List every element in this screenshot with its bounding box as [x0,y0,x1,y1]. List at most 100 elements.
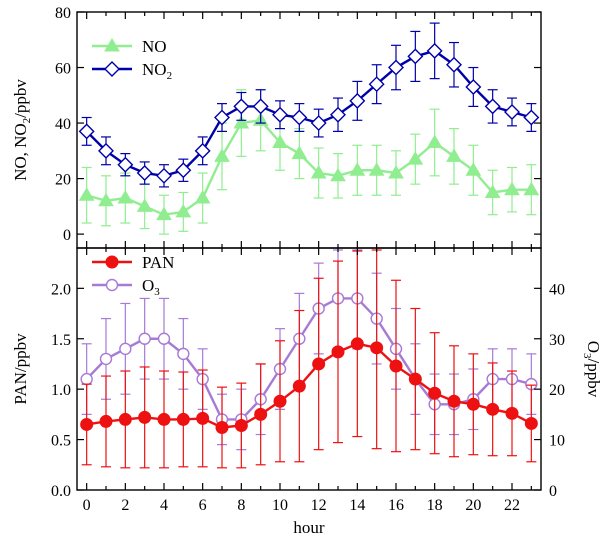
pan-point [312,357,326,371]
series-pan [80,249,538,469]
no-point [368,162,385,176]
no2-point [175,162,192,179]
o3-point [99,352,113,366]
bottom-y-axis-title: PAN/ppbv [11,333,30,405]
x-tick-label: 14 [349,497,365,514]
o3-point [80,372,93,386]
top-legend: NO NO2 [92,37,172,82]
legend-swatch-marker [104,61,120,77]
x-tick-label: 16 [388,497,404,514]
top-y-tick-label: 40 [55,116,71,133]
bottom-y-right-tick-label: 40 [549,281,565,298]
no-point [233,115,250,129]
legend-swatch-marker [105,278,119,292]
no-point [98,192,114,207]
o3-point [157,332,171,345]
legend-swatch-marker [105,255,119,269]
no2-point [214,109,230,126]
no2-point [310,115,327,132]
top-y-tick-label: 20 [55,172,71,189]
no2-point [252,98,269,115]
no2-point [407,48,424,65]
pan-point [331,345,345,359]
no-point [117,190,134,204]
bottom-y-axis-left: 0.0 0.5 1.0 1.5 2.0 [51,281,84,500]
no2-point [136,165,153,182]
pan-point [234,418,248,432]
pan-point [466,397,480,411]
pan-point [157,412,171,426]
bottom-y-tick-label: 0.0 [51,483,71,500]
no-point [78,187,95,201]
no2-point [504,103,520,120]
no2-point [156,167,172,184]
no2-point [117,156,134,173]
legend-label: O3 [142,276,160,298]
top-y-tick-label: 80 [55,5,71,22]
bottom-y-right-tick-label: 0 [549,483,557,500]
x-tick-label: 0 [83,497,91,514]
no-point [291,145,308,160]
no-point [523,181,540,196]
no-line [86,119,532,216]
no2-point [272,106,288,123]
no-point [446,148,462,162]
no2-point [291,109,308,126]
bottom-y-right-tick-label: 20 [549,382,565,399]
no-point [504,181,520,196]
legend-swatch-marker [104,38,120,52]
pan-point [505,406,519,420]
x-tick-label: 10 [272,497,288,514]
no-point [214,148,230,162]
bottom-y-right-tick-label: 30 [549,332,565,349]
no2-point [194,142,211,159]
no-point [484,184,501,198]
no-point [349,162,366,176]
no2-point [98,142,114,159]
pan-point [447,394,461,408]
no-point [426,134,443,148]
no-point [156,206,172,221]
pan-point [215,420,229,434]
top-y-axis-title: NO, NO2/ppbv [11,79,33,181]
pan-point [80,417,94,431]
o3-point [177,347,190,361]
bottom-y-right-axis-title: O3/ppbv [581,341,603,398]
pan-point [389,359,403,373]
legend-label: NO2 [142,60,172,82]
legend-label: NO [142,37,167,56]
pan-line [86,342,532,429]
o3-line [85,297,532,421]
x-tick-label: 12 [311,497,327,514]
x-axis-title: hour [293,518,325,537]
pan-point [254,407,268,421]
bottom-y-tick-label: 1.0 [51,382,71,399]
pan-point [292,379,306,393]
pan-point [370,341,384,355]
pan-point [118,412,132,426]
no2-point [484,98,501,115]
no2-point [465,78,482,95]
no-point [330,167,346,182]
top-y-axis: 0 20 40 60 80 [55,5,541,244]
pan-point [408,372,422,386]
x-tick-label: 4 [160,497,168,514]
bottom-legend: PAN O3 [92,253,174,298]
no2-point [426,42,443,59]
no-point [272,134,288,148]
o3-point [138,332,151,345]
no-point [388,165,404,179]
pan-point [350,337,364,351]
x-tick-label: 22 [504,497,520,514]
bottom-y-tick-label: 2.0 [51,281,71,298]
top-y-tick-label: 60 [55,61,71,78]
x-tick-label: 20 [465,497,481,514]
x-tick-label: 6 [199,497,207,514]
no-point [194,190,211,204]
pan-point [196,411,210,425]
no-point [407,151,424,165]
pan-point [428,386,442,400]
x-tick-label: 18 [427,497,443,514]
no-point [136,198,153,212]
